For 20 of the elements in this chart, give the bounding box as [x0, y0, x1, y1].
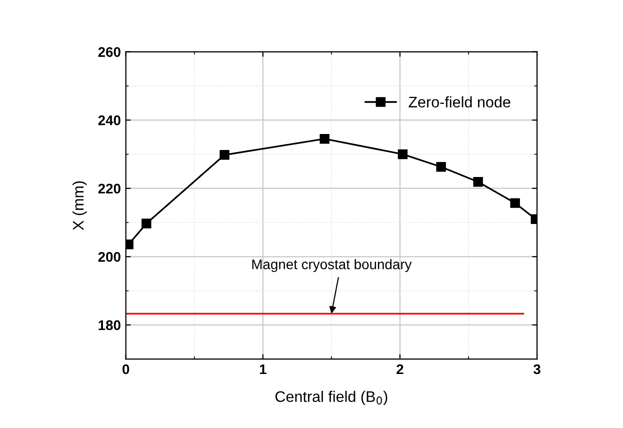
y-tick-label: 260	[98, 47, 120, 57]
annotation: Magnet cryostat boundary	[252, 259, 412, 272]
x-axis-title: Central field (B$_{0}$)	[275, 390, 388, 406]
point	[398, 149, 408, 160]
y-axis-title: X (mm)	[72, 181, 87, 230]
point	[320, 134, 330, 144]
x-tick-label: 1	[260, 364, 266, 374]
point	[510, 198, 520, 208]
x-tick-label: 3	[533, 364, 540, 374]
point	[473, 177, 483, 187]
y-tick-label: 220	[98, 184, 120, 194]
x-tick-label: 0	[122, 364, 130, 374]
point	[220, 150, 230, 160]
y-tick-label: 180	[98, 320, 120, 330]
y-tick-label: 200	[98, 252, 120, 262]
x-tick-label: 2	[396, 364, 404, 374]
point	[142, 218, 152, 228]
point	[436, 162, 446, 172]
legend-label: Zero-field node	[408, 96, 510, 108]
y-tick-label: 240	[98, 115, 120, 126]
